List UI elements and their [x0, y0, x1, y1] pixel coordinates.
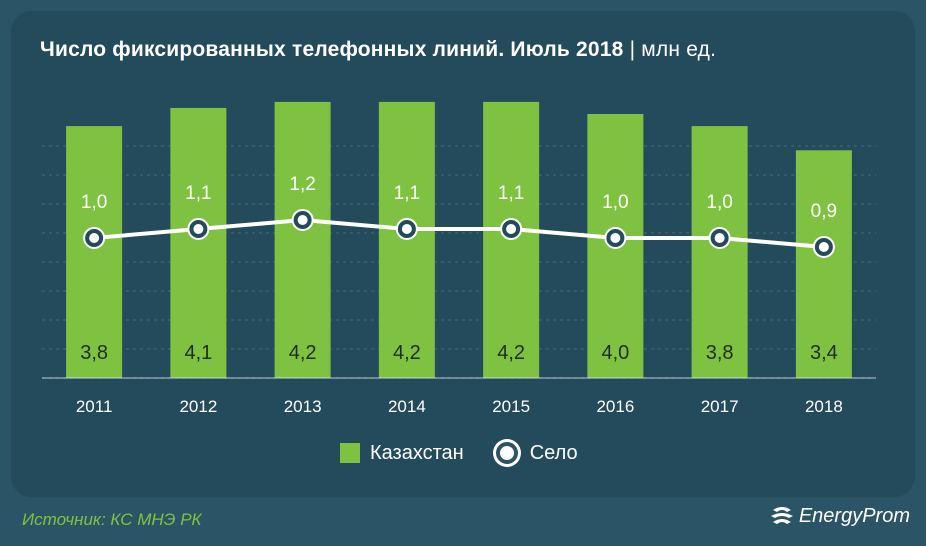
bar-value-label: 3,8: [80, 342, 108, 364]
bar-2012: [170, 107, 227, 378]
line-point-ring: [189, 220, 208, 238]
line-point-ring: [85, 229, 104, 247]
legend-bar-label: Казахстан: [370, 441, 464, 464]
brand-logo: EnergyProm: [769, 504, 910, 528]
line-point-ring: [502, 220, 521, 238]
x-tick-label: 2011: [76, 397, 113, 416]
line-value-label: 0,9: [811, 201, 837, 222]
chart-legend: Казахстан Село: [340, 438, 578, 468]
line-value-label: 1,1: [498, 183, 524, 204]
line-point-ring: [397, 220, 416, 238]
brand-logo-icon: [770, 507, 793, 524]
x-tick-label: 2012: [179, 397, 217, 416]
bar-value-label: 3,8: [706, 342, 734, 364]
bar-value-label: 4,2: [497, 342, 525, 364]
chart-title: Число фиксированных телефонных линий. Ию…: [40, 38, 716, 68]
line-value-label: 1,2: [289, 174, 315, 195]
bar-2013: [274, 101, 331, 379]
bar-2011: [66, 126, 123, 378]
line-value-label: 1,0: [81, 192, 107, 213]
x-tick-label: 2018: [805, 397, 843, 416]
line-value-label: 1,1: [394, 183, 420, 204]
x-tick-label: 2015: [492, 397, 530, 416]
line-point-ring: [710, 229, 729, 247]
x-tick-label: 2014: [388, 397, 426, 416]
bar-value-label: 4,2: [289, 342, 317, 364]
footer-band: [0, 498, 926, 546]
line-series-selo: [93, 217, 825, 249]
chart-panel: [10, 10, 916, 498]
bar-value-label: 4,0: [601, 342, 629, 364]
x-tick-label: 2013: [284, 397, 322, 416]
x-tick-label: 2017: [701, 397, 739, 416]
legend-line-marker: [495, 442, 518, 464]
bar-value-label: 3,4: [810, 342, 838, 364]
line-value-label: 1,0: [706, 192, 732, 213]
brand-name: EnergyProm: [798, 504, 910, 527]
line-point-ring: [606, 229, 625, 247]
bar-value-label: 4,2: [393, 342, 421, 364]
legend-line-label: Село: [529, 441, 578, 464]
line-point-ring: [293, 211, 312, 229]
line-value-label: 1,0: [602, 192, 628, 213]
chart-title-main: Число фиксированных телефонных линий. Ию…: [40, 38, 624, 61]
chart-title-separator: |: [629, 38, 636, 61]
bar-2018: [795, 150, 852, 378]
legend-bar-swatch: [340, 443, 360, 463]
bar-value-label: 4,1: [184, 342, 212, 364]
bar-2017: [691, 126, 748, 378]
chart-title-unit: млн ед.: [641, 38, 717, 61]
line-point-ring: [814, 238, 833, 256]
source-note: Источник: КС МНЭ РК: [22, 510, 202, 529]
line-value-label: 1,1: [185, 183, 211, 204]
x-tick-label: 2016: [596, 397, 634, 416]
